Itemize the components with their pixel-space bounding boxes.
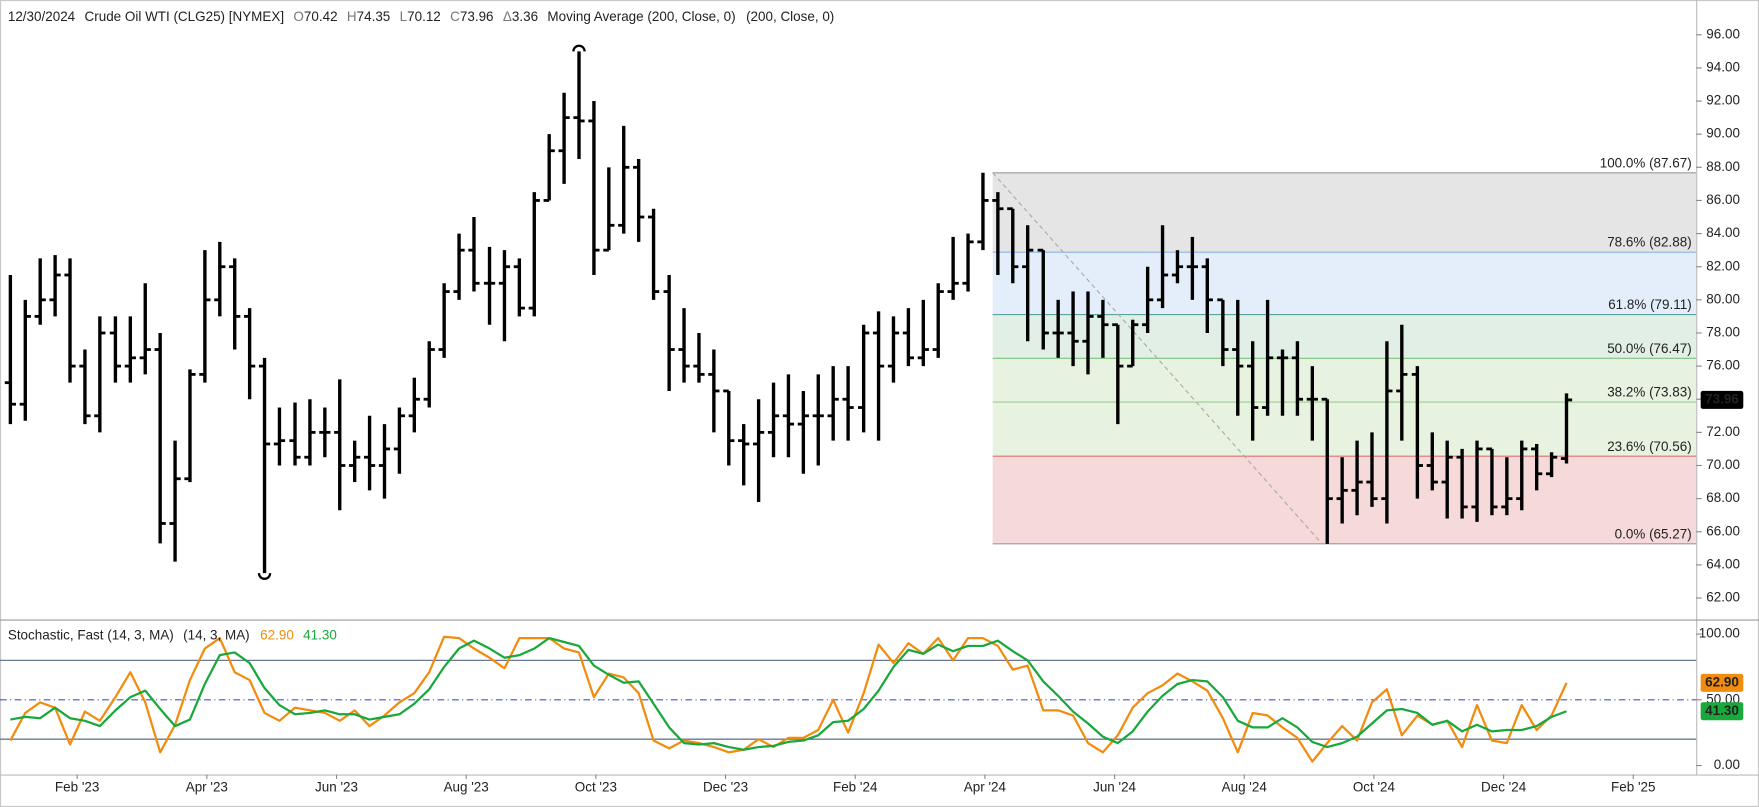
- x-tick-label: Oct '24: [1353, 779, 1396, 794]
- y-tick-label: 100.00: [1699, 626, 1740, 641]
- fib-zone: [992, 402, 1697, 457]
- close-tag-bg: [1700, 390, 1744, 409]
- close-tag: 73.96: [1705, 391, 1739, 406]
- y-tick-label: 0.00: [1714, 757, 1740, 772]
- d-value: 41.30: [303, 627, 337, 642]
- k-tag-bg: [1700, 673, 1744, 692]
- fib-label: 23.6% (70.56): [1607, 439, 1691, 454]
- y-tick-label: 80.00: [1706, 291, 1740, 306]
- study-params: (200, Close, 0): [746, 8, 834, 23]
- fib-zone: [992, 172, 1697, 253]
- fib-zone: [992, 252, 1697, 315]
- swing-low: [257, 572, 272, 580]
- low-value: 70.12: [407, 8, 441, 23]
- high-letter: H: [347, 8, 357, 23]
- stochastic-params: (14, 3, MA): [183, 627, 250, 642]
- y-tick-label: 76.00: [1706, 358, 1740, 373]
- k-tag: 62.90: [1705, 674, 1739, 689]
- change-letter: Δ: [503, 8, 512, 23]
- x-tick-label: Jun '24: [1093, 779, 1136, 794]
- x-tick-label: Jun '23: [315, 779, 358, 794]
- y-tick-label: 92.00: [1706, 93, 1740, 108]
- y-tick-label: 68.00: [1706, 490, 1740, 505]
- fib-label: 61.8% (79.11): [1608, 297, 1691, 312]
- fib-label: 78.6% (82.88): [1607, 235, 1691, 250]
- y-tick-label: 78.00: [1706, 325, 1740, 340]
- stochastic-line: [10, 636, 1567, 751]
- x-tick-label: Feb '23: [55, 779, 99, 794]
- fib-label: 100.0% (87.67): [1600, 155, 1692, 170]
- x-tick-label: Aug '23: [444, 779, 489, 794]
- fib-zone: [992, 456, 1697, 544]
- stochastic-header: Stochastic, Fast (14, 3, MA) (14, 3, MA)…: [8, 627, 337, 642]
- x-tick-label: Aug '24: [1222, 779, 1268, 794]
- y-tick-label: 88.00: [1706, 159, 1740, 174]
- low-letter: L: [400, 8, 408, 23]
- d-tag: 41.30: [1705, 703, 1739, 718]
- y-tick-label: 64.00: [1706, 556, 1740, 571]
- stochastic-title: Stochastic, Fast (14, 3, MA): [8, 627, 174, 642]
- y-tick-label: 86.00: [1706, 192, 1740, 207]
- d-tag-bg: [1700, 702, 1744, 721]
- y-tick-label: 84.00: [1706, 225, 1740, 240]
- fib-zone: [992, 314, 1697, 359]
- x-tick-label: Oct '23: [575, 779, 617, 794]
- open-value: 70.42: [304, 8, 338, 23]
- change-value: 3.36: [512, 8, 538, 23]
- x-tick-label: Dec '24: [1481, 779, 1527, 794]
- x-tick-label: Feb '24: [833, 779, 878, 794]
- x-tick-label: Dec '23: [703, 779, 748, 794]
- close-letter: C: [450, 8, 460, 23]
- open-letter: O: [293, 8, 303, 23]
- instrument: Crude Oil WTI (CLG25) [NYMEX]: [85, 8, 285, 23]
- fib-label: 50.0% (76.47): [1607, 341, 1691, 356]
- y-tick-label: 96.00: [1706, 26, 1740, 41]
- fib-label: 38.2% (73.83): [1607, 385, 1691, 400]
- close-value: 73.96: [460, 8, 494, 23]
- y-tick-label: 70.00: [1706, 457, 1740, 472]
- y-tick-label: 94.00: [1706, 59, 1740, 74]
- fib-label: 0.0% (65.27): [1615, 526, 1692, 541]
- high-value: 74.35: [357, 8, 391, 23]
- y-tick-label: 62.00: [1706, 590, 1740, 605]
- y-tick-label: 72.00: [1706, 424, 1740, 439]
- x-tick-label: Apr '23: [186, 779, 228, 794]
- header: 12/30/2024 Crude Oil WTI (CLG25) [NYMEX]…: [8, 8, 834, 23]
- study: Moving Average (200, Close, 0): [547, 8, 735, 23]
- x-tick-label: Apr '24: [964, 779, 1007, 794]
- y-tick-label: 66.00: [1706, 523, 1740, 538]
- date: 12/30/2024: [8, 8, 76, 23]
- x-tick-label: Feb '25: [1611, 779, 1655, 794]
- fib-trend: [992, 172, 1323, 545]
- stochastic-line: [9, 635, 1568, 763]
- k-value: 62.90: [260, 627, 294, 642]
- y-tick-label: 82.00: [1706, 258, 1740, 273]
- fib-zone: [992, 358, 1697, 403]
- swing-high: [572, 44, 586, 52]
- y-tick-label: 90.00: [1706, 126, 1740, 141]
